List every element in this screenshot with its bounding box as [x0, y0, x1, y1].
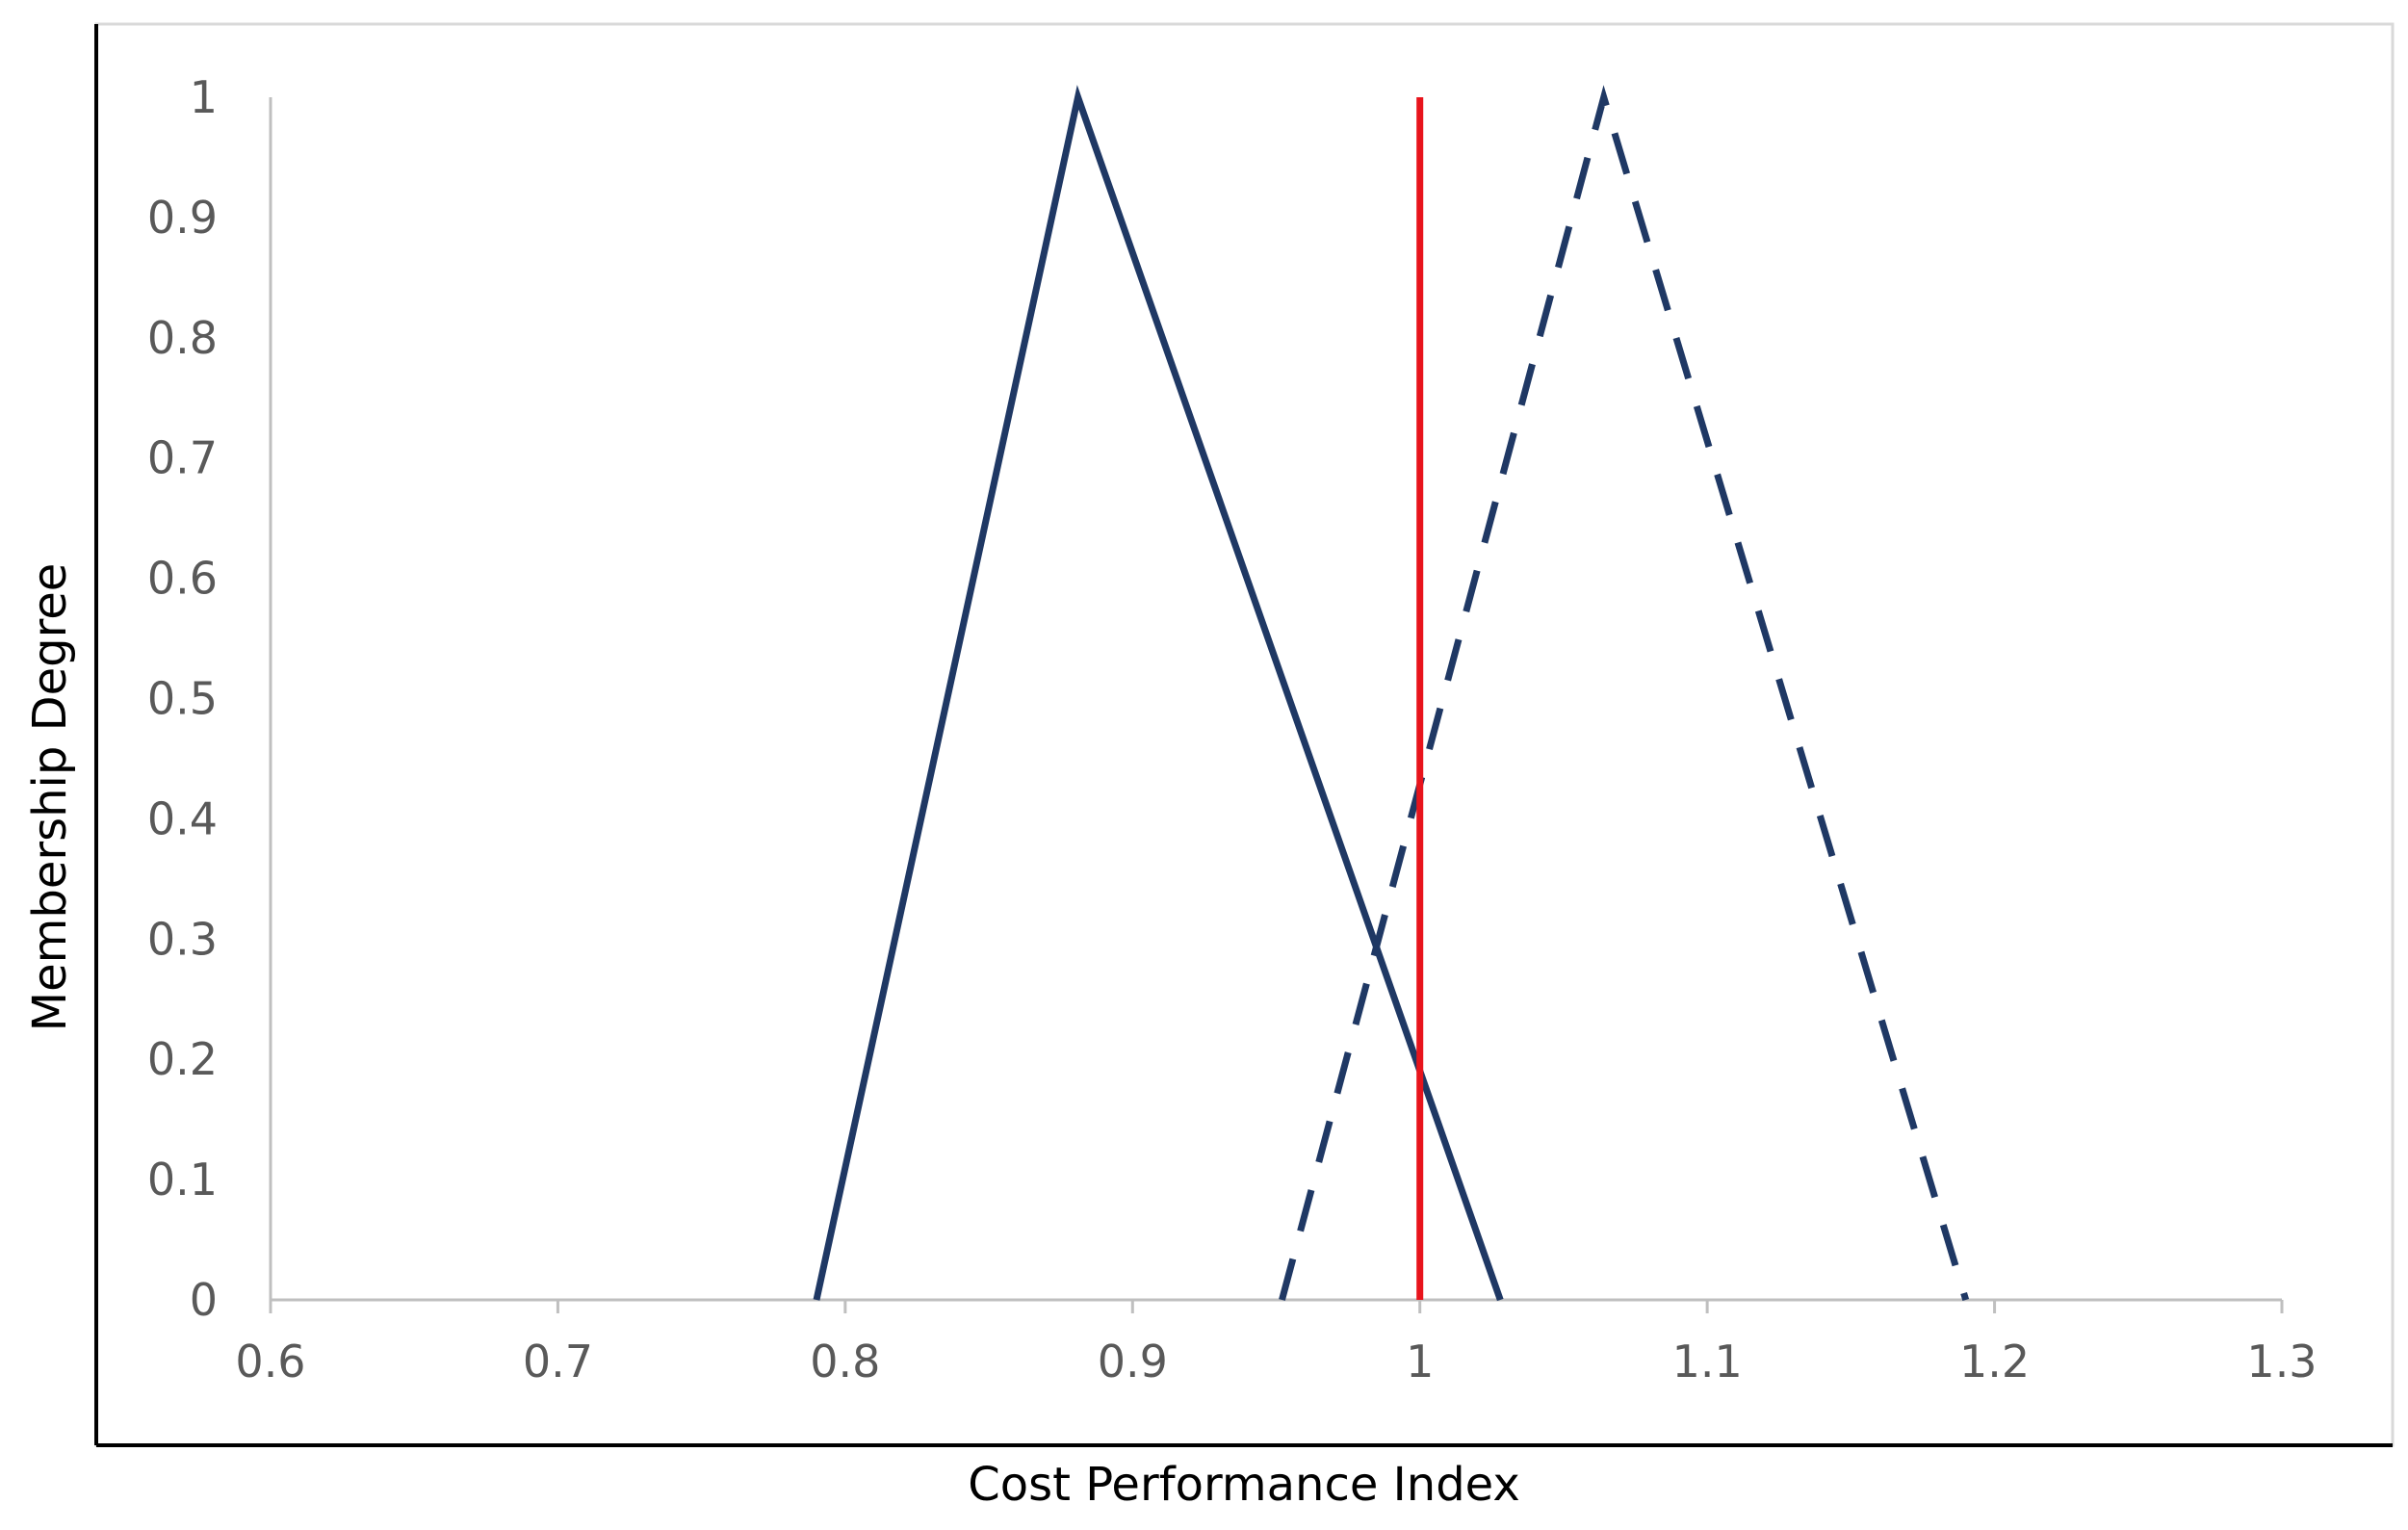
y-tick-label: 0.1: [147, 1154, 218, 1206]
x-tick-label: 0.7: [523, 1336, 593, 1387]
x-tick-label: 1.2: [1959, 1336, 2030, 1387]
x-tick-label: 0.6: [235, 1336, 305, 1387]
x-axis-title: Cost Performance Index: [968, 1458, 1520, 1512]
y-tick-label: 0.9: [147, 192, 218, 244]
y-axis-title: Membership Degree: [23, 563, 77, 1032]
y-tick-label: 0.6: [147, 553, 218, 605]
x-tick-label: 0.9: [1098, 1336, 1168, 1387]
x-tick-label: 1.1: [1672, 1336, 1743, 1387]
y-tick-label: 0: [190, 1274, 218, 1326]
y-tick-label: 0.7: [147, 432, 218, 484]
y-tick-label: 0.8: [147, 312, 218, 364]
series-line-1: [813, 85, 1504, 1302]
x-tick-label: 0.8: [810, 1336, 880, 1387]
series-line-2: [1279, 85, 1970, 1302]
y-tick-label: 0.5: [147, 673, 218, 725]
x-tick-label: 1.3: [2246, 1336, 2317, 1387]
x-tick-label: 1: [1406, 1336, 1434, 1387]
plot-area: 0.6 0.7 0.8 0.9 1 1.1 1.2 1.3 0 0.1 0.2 0.3 0.4 0.5 0.…: [147, 71, 2317, 1387]
y-tick-label: 1: [190, 71, 218, 123]
y-tick-label: 0.2: [147, 1033, 218, 1085]
y-tick-label: 0.3: [147, 913, 218, 965]
chart-area-border: [94, 22, 2395, 1447]
y-tick-label: 0.4: [147, 792, 218, 844]
